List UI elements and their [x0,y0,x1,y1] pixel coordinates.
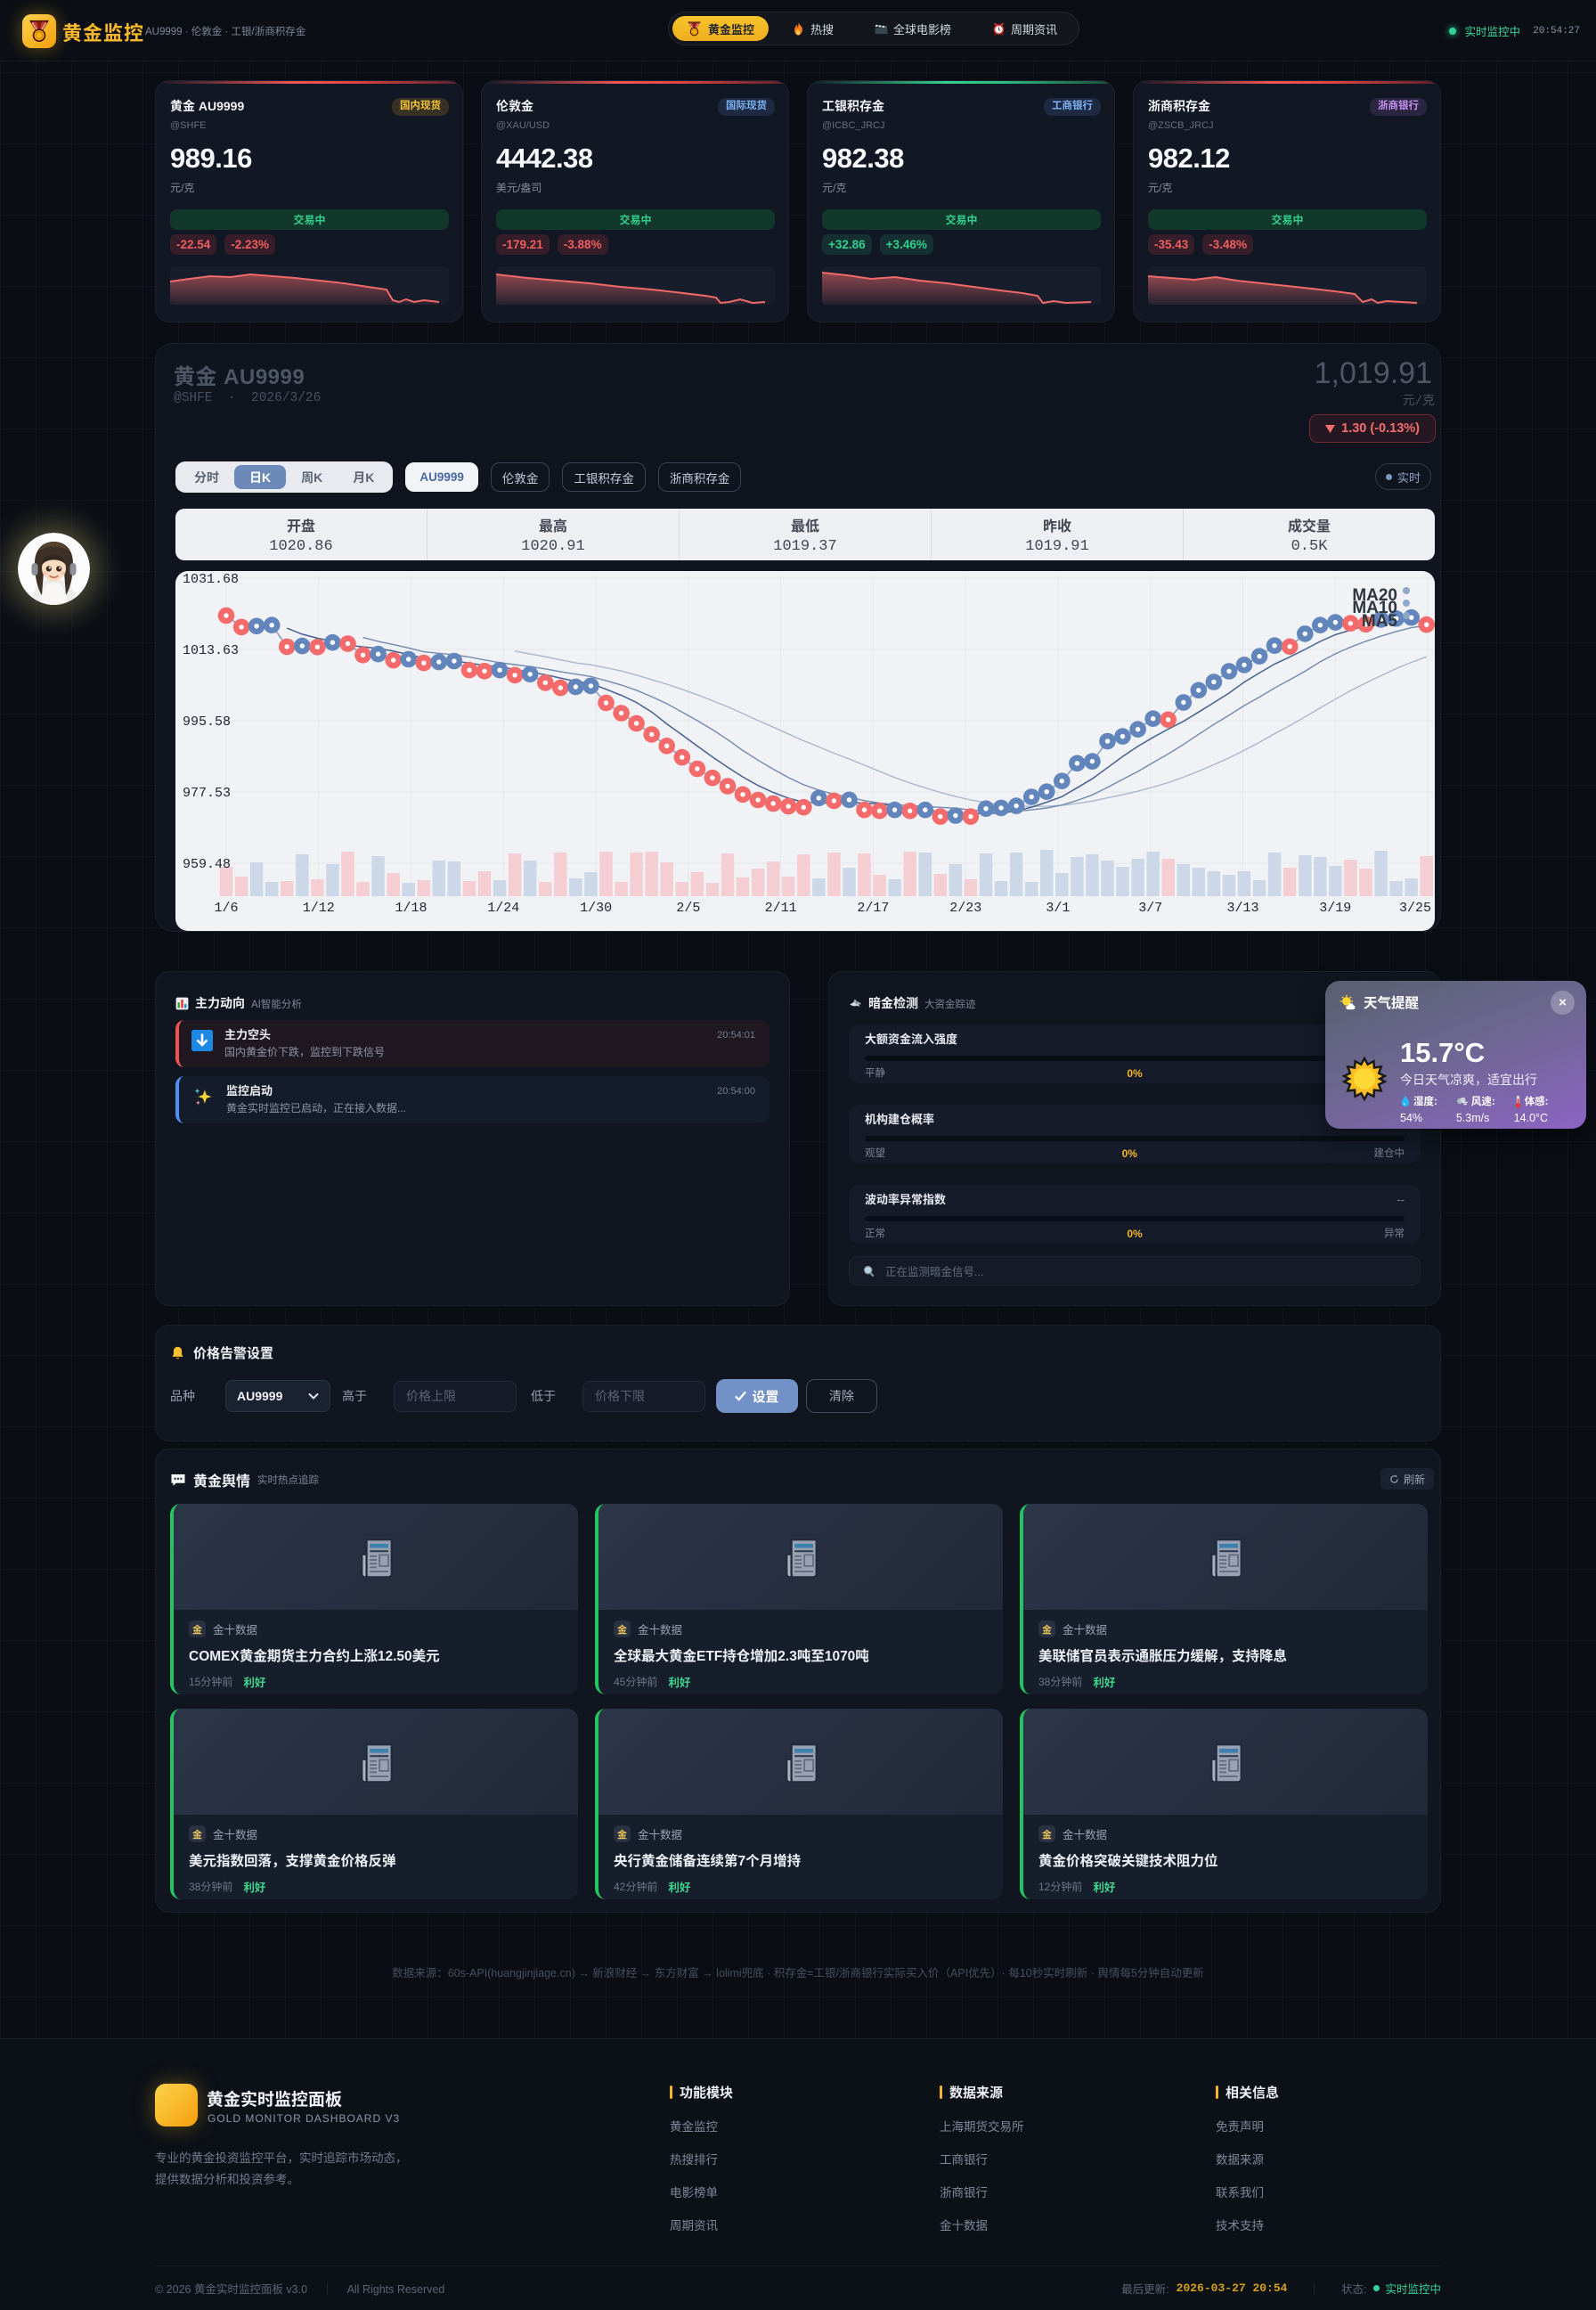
svg-text:2/17: 2/17 [857,901,889,916]
svg-text:3/25: 3/25 [1399,901,1431,916]
svg-text:3/13: 3/13 [1226,901,1258,916]
svg-text:3/1: 3/1 [1046,901,1070,916]
svg-text:1/30: 1/30 [580,901,612,916]
svg-text:MA10: MA10 [1352,599,1397,617]
svg-text:1/12: 1/12 [303,901,335,916]
svg-text:2/5: 2/5 [676,901,700,916]
svg-text:2/23: 2/23 [949,901,981,916]
svg-text:959.48: 959.48 [183,857,231,872]
svg-text:MA20: MA20 [1352,586,1397,605]
svg-text:1013.63: 1013.63 [183,643,239,658]
svg-text:MA5: MA5 [1362,612,1398,631]
svg-text:2/11: 2/11 [765,901,797,916]
svg-text:1/6: 1/6 [214,901,238,916]
svg-text:1/18: 1/18 [395,901,427,916]
svg-text:3/19: 3/19 [1319,901,1351,916]
svg-text:1031.68: 1031.68 [183,572,239,587]
svg-text:1/24: 1/24 [487,901,519,916]
svg-text:3/7: 3/7 [1138,901,1162,916]
svg-text:995.58: 995.58 [183,714,231,730]
svg-text:977.53: 977.53 [183,786,231,801]
